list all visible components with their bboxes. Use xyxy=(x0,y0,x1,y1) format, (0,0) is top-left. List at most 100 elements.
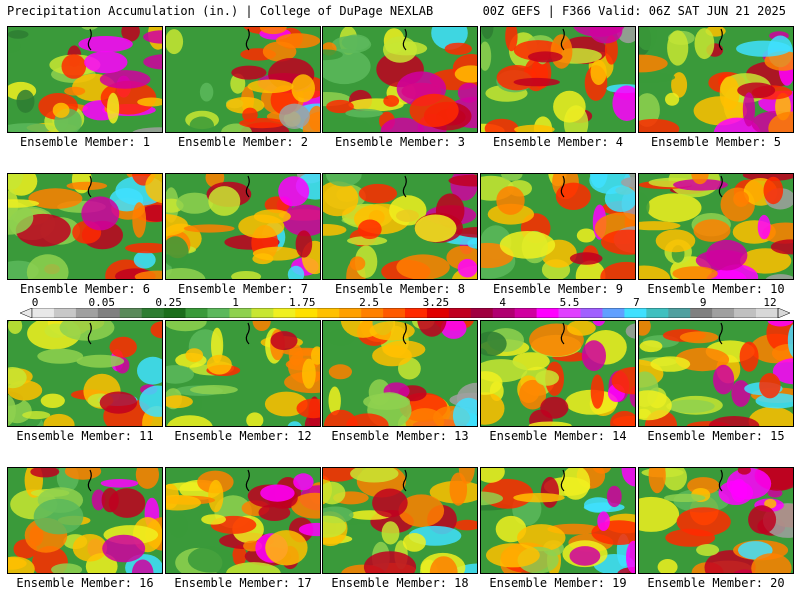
coastline xyxy=(718,28,723,51)
colorbar-swatch xyxy=(75,308,99,318)
precipitation-map xyxy=(166,174,320,279)
colorbar-swatch xyxy=(756,308,779,318)
colorbar-tick-label: 5.5 xyxy=(559,296,580,309)
colorbar-max-arrow xyxy=(777,308,790,318)
map-title: Precipitation Accumulation (in.) | Colle… xyxy=(7,4,434,18)
precipitation-map xyxy=(323,321,477,426)
colorbar-swatch xyxy=(536,308,559,318)
colorbar-swatch xyxy=(492,308,515,318)
precipitation-map xyxy=(323,27,477,132)
ensemble-map-panel xyxy=(480,467,636,574)
coastline xyxy=(87,175,92,198)
coastline xyxy=(245,175,250,198)
colorbar-swatch xyxy=(514,308,537,318)
colorbar-swatch xyxy=(448,308,472,318)
ensemble-member-label: Ensemble Member: 13 xyxy=(331,429,469,443)
ensemble-member-label: Ensemble Member: 19 xyxy=(489,576,627,590)
colorbar-swatch xyxy=(185,308,208,318)
ensemble-map-panel xyxy=(322,173,478,280)
colorbar-swatch xyxy=(712,308,735,318)
coastline xyxy=(718,469,723,492)
ensemble-member-label: Ensemble Member: 12 xyxy=(174,429,312,443)
colorbar-swatch xyxy=(470,308,494,318)
coastline xyxy=(245,28,250,51)
colorbar-tick-label: 1.75 xyxy=(289,296,316,309)
coastline xyxy=(718,322,723,345)
model-run-info: 00Z GEFS | F366 Valid: 06Z SAT JUN 21 20… xyxy=(482,4,786,18)
colorbar-swatch xyxy=(251,308,274,318)
ensemble-member-label: Ensemble Member: 1 xyxy=(19,135,151,149)
precipitation-map xyxy=(8,27,162,132)
colorbar-swatch xyxy=(624,308,647,318)
colorbar-swatch xyxy=(361,308,384,318)
ensemble-member-label: Ensemble Member: 18 xyxy=(331,576,469,590)
precipitation-map xyxy=(481,321,635,426)
ensemble-member-label: Ensemble Member: 4 xyxy=(492,135,624,149)
ensemble-member-label: Ensemble Member: 20 xyxy=(647,576,785,590)
coastline xyxy=(560,28,565,51)
colorbar-min-arrow xyxy=(20,308,33,318)
colorbar-tick-label: 9 xyxy=(699,296,707,309)
colorbar-swatch xyxy=(405,308,428,318)
precipitation-map xyxy=(481,468,635,573)
colorbar-tick-label: 12 xyxy=(763,296,777,309)
colorbar-tick-label: 0 xyxy=(31,296,39,309)
coastline xyxy=(560,175,565,198)
ensemble-member-label: Ensemble Member: 6 xyxy=(19,282,151,296)
colorbar-tick-label: 0.05 xyxy=(88,296,116,309)
colorbar-tick-label: 0.25 xyxy=(155,296,182,309)
coastline xyxy=(87,322,92,345)
precipitation-map xyxy=(323,468,477,573)
colorbar-swatch xyxy=(317,308,340,318)
precipitation-map xyxy=(639,468,793,573)
coastline xyxy=(402,469,407,492)
ensemble-member-label: Ensemble Member: 8 xyxy=(334,282,466,296)
colorbar-swatch xyxy=(207,308,230,318)
ensemble-map-panel xyxy=(165,320,321,427)
ensemble-member-label: Ensemble Member: 10 xyxy=(647,282,785,296)
coastline xyxy=(87,28,92,51)
coastline xyxy=(402,28,407,51)
colorbar-swatch xyxy=(602,308,625,318)
ensemble-member-label: Ensemble Member: 7 xyxy=(177,282,309,296)
ensemble-member-label: Ensemble Member: 11 xyxy=(16,429,154,443)
colorbar-swatch xyxy=(229,308,252,318)
colorbar-swatch xyxy=(734,308,757,318)
colorbar-tick-label: 1 xyxy=(232,296,239,309)
coastline xyxy=(245,469,250,492)
ensemble-map-panel xyxy=(480,173,636,280)
colorbar-swatch xyxy=(580,308,603,318)
ensemble-member-label: Ensemble Member: 5 xyxy=(650,135,782,149)
colorbar-swatch xyxy=(53,308,77,318)
ensemble-member-label: Ensemble Member: 2 xyxy=(177,135,309,149)
ensemble-map-panel xyxy=(7,173,163,280)
colorbar-swatch xyxy=(141,308,164,318)
precipitation-map xyxy=(8,174,162,279)
coastline xyxy=(402,175,407,198)
colorbar-swatch xyxy=(339,308,362,318)
precipitation-map xyxy=(323,174,477,279)
coastline xyxy=(718,175,723,198)
ensemble-member-label: Ensemble Member: 9 xyxy=(492,282,624,296)
precipitation-map xyxy=(639,321,793,426)
colorbar-swatch xyxy=(426,308,450,318)
colorbar-swatch xyxy=(273,308,296,318)
colorbar-swatch xyxy=(558,308,581,318)
ensemble-map-panel xyxy=(7,467,163,574)
precipitation-map xyxy=(166,321,320,426)
coastline xyxy=(560,469,565,492)
coastline xyxy=(87,469,92,492)
ensemble-member-label: Ensemble Member: 16 xyxy=(16,576,154,590)
colorbar-swatch xyxy=(163,308,186,318)
colorbar-swatch xyxy=(119,308,142,318)
ensemble-map-panel xyxy=(165,467,321,574)
precipitation-map xyxy=(166,468,320,573)
ensemble-map-panel xyxy=(165,173,321,280)
ensemble-map-panel xyxy=(480,26,636,133)
ensemble-map-panel xyxy=(638,173,794,280)
ensemble-map-panel xyxy=(322,26,478,133)
colorbar-tick-label: 7 xyxy=(633,296,640,309)
colorbar-swatch xyxy=(32,308,55,318)
precipitation-colorbar xyxy=(20,308,790,318)
precipitation-map xyxy=(639,27,793,132)
